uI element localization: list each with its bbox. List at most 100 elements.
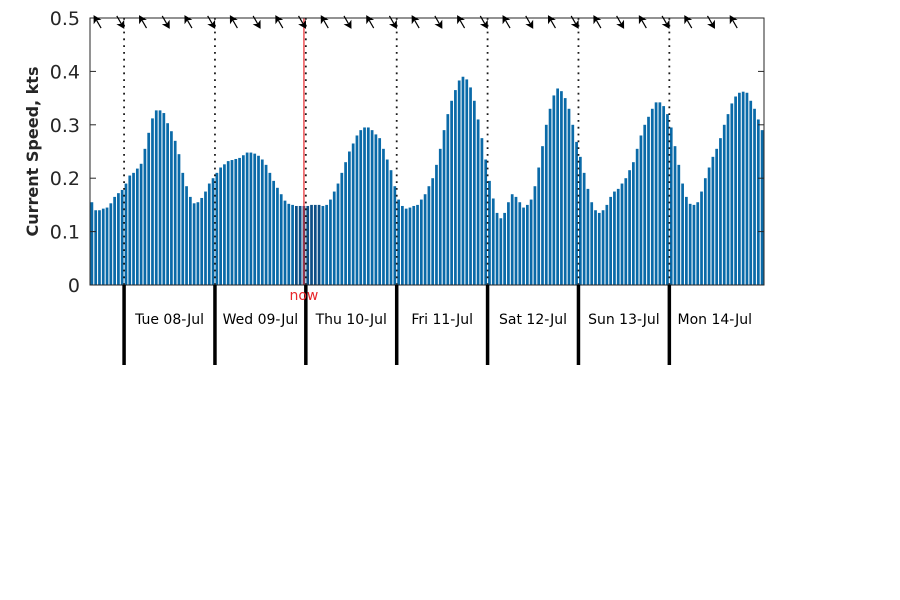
bar (310, 204, 313, 285)
direction-arrow-icon (525, 15, 534, 29)
bar (571, 124, 575, 285)
bar (624, 178, 628, 285)
bar (749, 100, 753, 286)
direction-arrow-icon (729, 15, 738, 29)
direction-arrow-icon (706, 15, 715, 29)
bar (715, 148, 719, 285)
bar (738, 92, 741, 285)
bar (442, 130, 446, 285)
day-label: Sun 13-Jul (588, 312, 660, 328)
bar (734, 96, 737, 285)
bar (374, 134, 378, 285)
bar-series (90, 76, 764, 286)
bar (601, 210, 605, 285)
y-tick-label: 0.3 (50, 115, 80, 137)
bar (613, 191, 616, 285)
day-labels: Tue 08-Jul Wed 09-Jul Thu 10-Jul Fri 11-Jul… (134, 312, 752, 328)
day-label: Fri 11-Jul (411, 312, 473, 328)
bar (616, 188, 620, 285)
bar (298, 205, 302, 285)
bar (363, 127, 366, 285)
bar (177, 154, 181, 285)
bar (120, 189, 124, 285)
bar (666, 114, 669, 286)
bar (389, 170, 393, 285)
direction-arrow-icon (93, 15, 102, 29)
bar (484, 159, 488, 285)
direction-arrow-icon (457, 15, 466, 29)
bar (431, 178, 435, 285)
bar (741, 91, 745, 285)
bar (427, 186, 431, 285)
bar (491, 198, 495, 285)
bar (499, 218, 503, 285)
bar (681, 183, 684, 285)
bar (703, 178, 707, 285)
bar (355, 135, 359, 285)
bar (575, 141, 578, 285)
bar (200, 197, 204, 285)
bar (685, 196, 688, 285)
bar (753, 108, 756, 285)
bar (552, 95, 556, 286)
bar (219, 167, 222, 285)
bar (745, 92, 749, 285)
bar (283, 200, 287, 285)
bar (533, 186, 537, 285)
direction-arrow-icon (229, 15, 238, 29)
bar (249, 152, 253, 285)
y-axis-ticks: 0 0.1 0.2 0.3 0.4 0.5 (50, 8, 764, 297)
bar (756, 119, 760, 286)
bar (518, 202, 522, 285)
direction-arrow-icon (388, 15, 397, 29)
bar (609, 196, 613, 285)
bar (696, 202, 700, 285)
bar (514, 196, 518, 285)
bar (438, 148, 442, 285)
bar (173, 140, 177, 285)
direction-arrow-icon (547, 15, 556, 29)
bar (423, 194, 427, 285)
bar (132, 172, 135, 285)
day-label: Tue 08-Jul (134, 312, 204, 328)
day-label: Wed 09-Jul (223, 312, 299, 328)
direction-arrow-icon (275, 15, 284, 29)
bar (688, 203, 692, 285)
bar (287, 203, 291, 285)
bar (461, 76, 465, 286)
bar (196, 202, 200, 285)
bar (332, 191, 336, 285)
bar (344, 162, 347, 285)
bar (480, 138, 484, 285)
y-tick-label: 0.5 (50, 8, 80, 30)
bar (412, 205, 416, 285)
bar (181, 172, 185, 285)
bar (401, 205, 404, 285)
bar (669, 127, 673, 285)
bar (291, 204, 294, 285)
bar (457, 80, 461, 285)
direction-arrow-icon (479, 15, 488, 29)
direction-arrow-icon (207, 15, 216, 29)
bar (692, 204, 696, 285)
bar (582, 172, 586, 285)
bar (469, 87, 472, 285)
bar (382, 148, 385, 285)
bar (253, 153, 257, 285)
bar (207, 183, 211, 285)
bar (525, 204, 529, 285)
bar (117, 193, 120, 285)
direction-arrow-icon (252, 15, 261, 29)
bar (166, 123, 169, 285)
bar (662, 106, 666, 285)
bar (446, 114, 450, 286)
bar (507, 202, 510, 285)
bar (544, 124, 548, 285)
bar (101, 208, 105, 285)
bar (211, 178, 215, 285)
bar (673, 146, 677, 285)
bar (185, 186, 188, 285)
direction-arrow-icon (661, 15, 670, 29)
bar (151, 118, 154, 285)
bar (726, 114, 730, 286)
